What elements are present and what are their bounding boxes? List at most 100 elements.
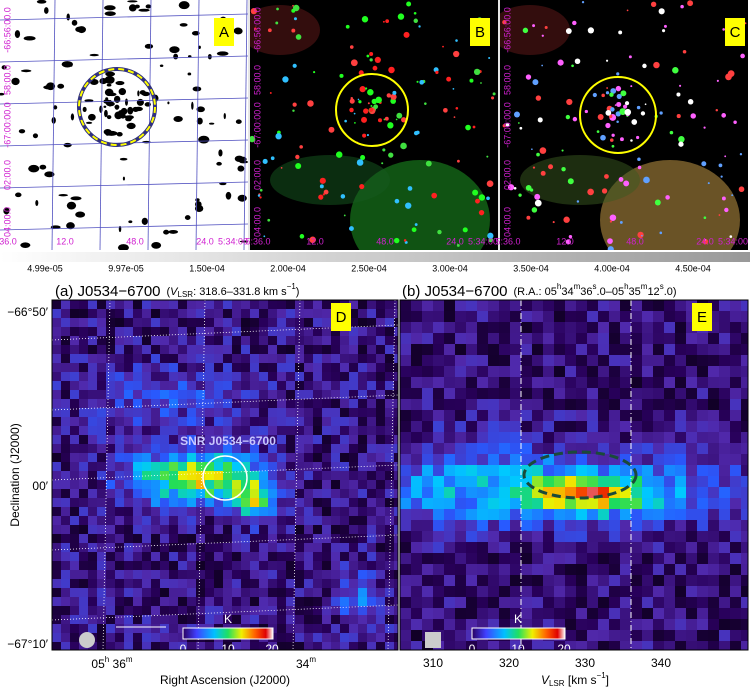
pixel [510,333,522,345]
pixel [268,426,278,436]
pixel [376,399,386,409]
pixel [642,344,654,356]
pixel [223,579,233,589]
pixel [169,462,179,472]
pixel [124,597,134,607]
pixel [697,564,709,576]
pixel [97,552,107,562]
blob [104,88,114,97]
pixel [304,525,314,535]
pixel [708,553,720,565]
pixel [223,390,233,400]
panel-b-image [250,0,498,250]
pixel [115,480,125,490]
pixel [642,608,654,620]
pixel [205,606,215,616]
star [687,0,694,7]
pixel [510,509,522,521]
pixel [304,444,314,454]
pixel [376,552,386,562]
pixel [169,534,179,544]
pixel [422,553,434,565]
pixel [499,641,511,650]
pixel [277,579,287,589]
pixel [521,553,533,565]
pixel [488,608,500,620]
pixel [532,509,544,521]
star [548,164,554,170]
pixel [576,377,588,389]
pixel [653,564,665,576]
pixel [422,564,434,576]
star [462,227,468,233]
pixel [205,561,215,571]
nebula [250,5,320,55]
pixel [61,615,71,625]
pixel [160,390,170,400]
blob [20,69,32,73]
pixel [115,570,125,580]
pixel [151,525,161,535]
pixel [631,476,643,488]
grid-line [0,55,248,63]
pixel [52,336,62,346]
pixel [313,525,323,535]
pixel [587,597,599,609]
star [669,130,674,135]
pixel [295,489,305,499]
pixel [488,553,500,565]
pixel [532,377,544,389]
star [313,71,316,74]
pixel [286,300,296,310]
blob [82,106,87,113]
pixel [313,354,323,364]
pixel [232,525,242,535]
blob [105,71,116,77]
pixel [686,498,698,510]
pixel [313,606,323,616]
pixel [70,516,80,526]
pixel [477,509,489,521]
pixel [376,642,386,650]
pixel [223,471,233,481]
blob [125,117,132,122]
pixel [697,377,709,389]
star [373,104,379,110]
pixel [620,355,632,367]
pixel [675,564,687,576]
pixel [521,487,533,499]
pixel [250,435,260,445]
pixel [730,355,742,367]
pixel [331,480,341,490]
pixel [340,444,350,454]
pixel [675,443,687,455]
pixel [532,553,544,565]
pixel [554,553,566,565]
pixel [169,471,179,481]
pixel [259,516,269,526]
pixel [554,608,566,620]
pixel [394,570,398,580]
blob [28,164,40,173]
pixel [587,586,599,598]
star [610,138,614,142]
pixel [499,619,511,631]
pixel [61,327,71,337]
pixel [367,507,377,517]
pixel [422,366,434,378]
star [587,27,594,34]
pixel [532,487,544,499]
pixel [631,465,643,477]
pixel [741,454,748,466]
pixel [697,366,709,378]
pixel [313,543,323,553]
pixel [160,444,170,454]
pixel [376,453,386,463]
pixel [664,542,676,554]
pixel [411,630,423,642]
pixel [631,509,643,521]
pixel [376,327,386,337]
pixel [664,586,676,598]
pixel [223,606,233,616]
pixel [70,570,80,580]
